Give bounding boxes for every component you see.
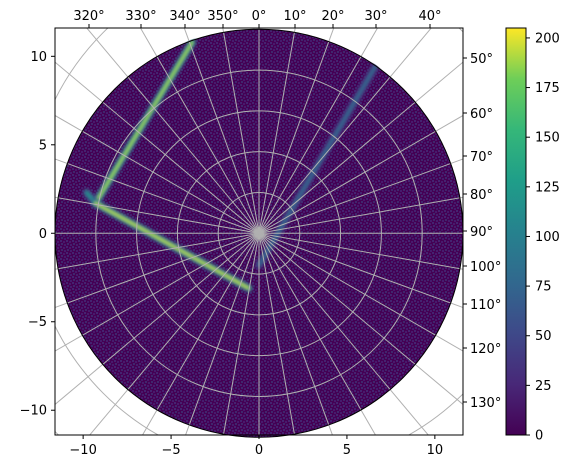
- right-tick-label: 100°: [470, 260, 501, 275]
- right-angle-axis: 50° 60° 70° 80° 90° 100° 110° 120° 130°: [463, 52, 501, 411]
- colorbar-tick-label: 125: [535, 180, 560, 195]
- top-tick-label: 20°: [321, 9, 344, 24]
- beam-core: [257, 65, 377, 267]
- right-tick-label: 110°: [470, 298, 501, 313]
- grid-spoke: [222, 28, 296, 435]
- x-tick-label: 5: [343, 443, 351, 455]
- x-axis: −10 −5 0 5 10: [69, 435, 443, 455]
- x-tick-label: 10: [427, 443, 444, 455]
- top-tick-label: 10°: [283, 9, 306, 24]
- colorbar: 0 25 50 75 100 125 150 175 200: [505, 27, 560, 444]
- right-tick-label: 90°: [470, 225, 493, 240]
- x-tick-label: 0: [255, 443, 263, 455]
- colorbar-tick-label: 50: [535, 329, 552, 344]
- y-axis: −10 −5 0 5 10: [20, 50, 55, 419]
- top-tick-label: 350°: [207, 9, 238, 24]
- beam-layer: [82, 37, 380, 293]
- colorbar-tick-label: 75: [535, 280, 552, 295]
- colorbar-tick-label: 100: [535, 230, 560, 245]
- beam-core: [94, 202, 250, 290]
- top-tick-label: 320°: [73, 9, 104, 24]
- top-angle-axis: 320° 330° 340° 350° 0° 10° 20° 30° 40°: [73, 9, 442, 28]
- beam-core: [94, 41, 194, 205]
- top-tick-label: 40°: [418, 9, 441, 24]
- colorbar-bar: [505, 27, 527, 436]
- right-tick-label: 120°: [470, 342, 501, 357]
- right-tick-label: 50°: [470, 52, 493, 67]
- x-tick-label: −10: [69, 443, 96, 455]
- y-tick-label: 0: [39, 227, 47, 242]
- top-tick-label: 340°: [169, 9, 200, 24]
- colorbar-tick-label: 150: [535, 131, 560, 146]
- colorbar-tick-label: 0: [535, 429, 543, 444]
- y-tick-label: 5: [39, 138, 47, 153]
- right-tick-label: 70°: [470, 150, 493, 165]
- right-tick-label: 60°: [470, 107, 493, 122]
- colorbar-tick-label: 25: [535, 379, 552, 394]
- top-tick-label: 330°: [125, 9, 156, 24]
- y-tick-label: −10: [20, 404, 47, 419]
- top-tick-label: 30°: [364, 9, 387, 24]
- y-tick-label: 10: [30, 50, 47, 65]
- y-tick-label: −5: [28, 315, 47, 330]
- x-tick-label: −5: [161, 443, 180, 455]
- colorbar-tick-label: 175: [535, 81, 560, 96]
- right-tick-label: 130°: [470, 396, 501, 411]
- top-tick-label: 0°: [252, 9, 267, 24]
- right-tick-label: 80°: [470, 188, 493, 203]
- colorbar-tick-label: 200: [535, 31, 560, 46]
- colorbar-axis: 0 25 50 75 100 125 150 175 200: [526, 31, 560, 444]
